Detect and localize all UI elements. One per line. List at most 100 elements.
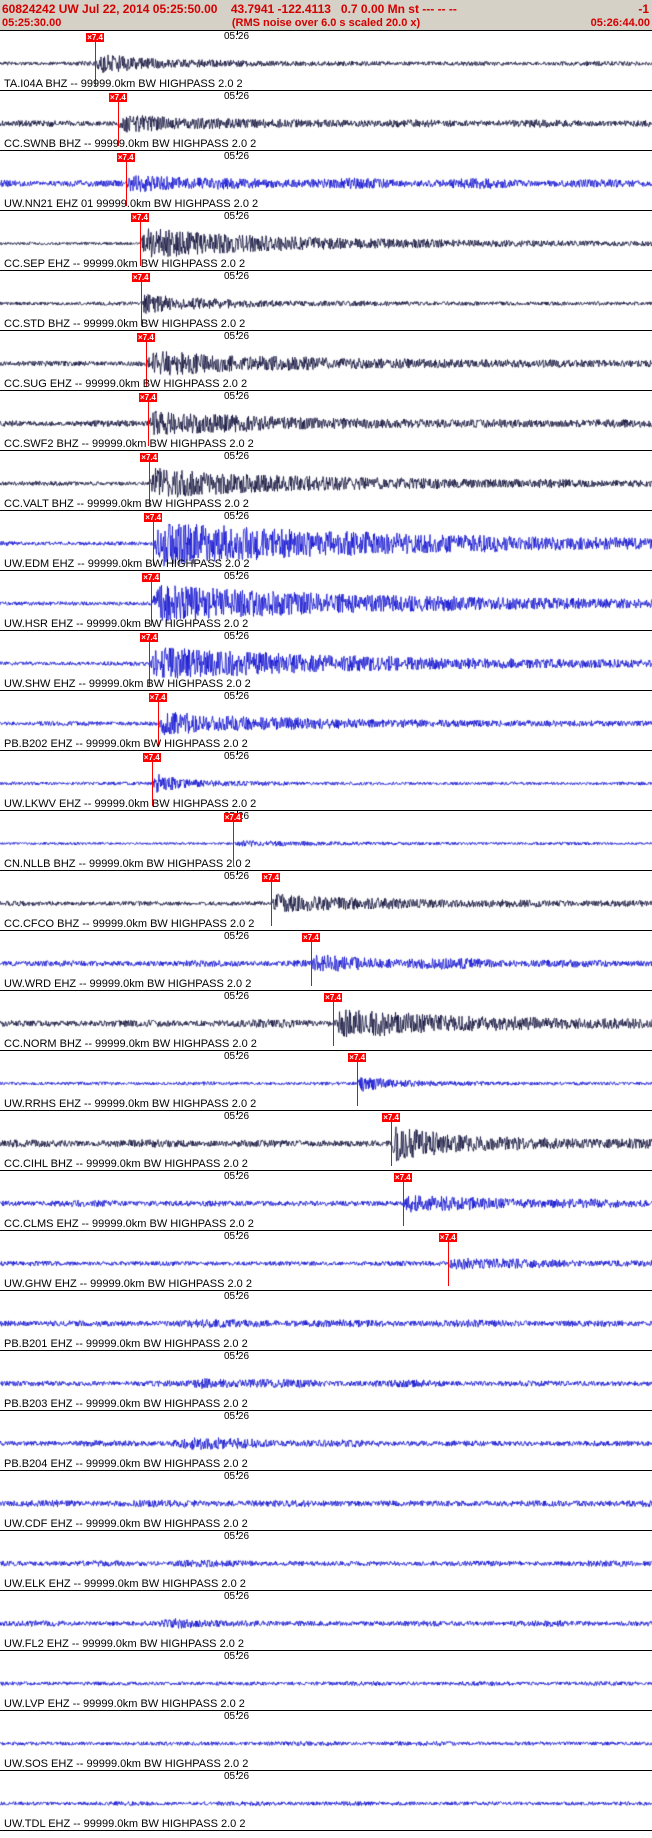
pick-line[interactable] bbox=[140, 222, 142, 266]
waveform-canvas[interactable] bbox=[0, 1351, 652, 1410]
pick-line[interactable] bbox=[95, 42, 97, 86]
pick-flag[interactable]: ×7.4 bbox=[139, 393, 157, 402]
pick-line[interactable] bbox=[447, 1242, 449, 1286]
waveform-canvas[interactable] bbox=[0, 1531, 652, 1590]
pick-flag[interactable]: ×7.4 bbox=[348, 1053, 367, 1062]
trace-row[interactable]: 05:26 UW.LVP EHZ -- 99999.0km BW HIGHPASS… bbox=[0, 1651, 652, 1711]
trace-row[interactable]: 05:26×7.4CN.NLLB BHZ -- 99999.0km BW HIG… bbox=[0, 811, 652, 871]
waveform-canvas[interactable] bbox=[0, 1291, 652, 1350]
waveform-canvas[interactable] bbox=[0, 451, 652, 510]
pick-flag[interactable]: ×7.4 bbox=[137, 333, 155, 342]
waveform-canvas[interactable] bbox=[0, 1651, 652, 1710]
waveform-canvas[interactable] bbox=[0, 1111, 652, 1170]
pick-line[interactable] bbox=[157, 702, 159, 746]
pick-line[interactable] bbox=[125, 162, 127, 206]
trace-row[interactable]: 05:26 PB.B204 EHZ -- 99999.0km BW HIGHPAS… bbox=[0, 1411, 652, 1471]
trace-row[interactable]: 05:26 ×7.4 UW.NN21 EHZ 01 99999.0km BW HIG… bbox=[0, 151, 652, 211]
waveform-canvas[interactable] bbox=[0, 1771, 652, 1830]
trace-row[interactable]: 05:26 PB.B203 EHZ -- 99999.0km BW HIGHPAS… bbox=[0, 1351, 652, 1411]
pick-line[interactable] bbox=[151, 762, 153, 806]
waveform-canvas[interactable] bbox=[0, 151, 652, 210]
pick-line[interactable] bbox=[402, 1182, 404, 1226]
pick-line[interactable] bbox=[311, 942, 312, 986]
waveform-canvas[interactable] bbox=[0, 931, 652, 990]
pick-line[interactable] bbox=[357, 1062, 359, 1106]
waveform-canvas[interactable] bbox=[0, 391, 652, 450]
waveform-canvas[interactable] bbox=[0, 1171, 652, 1230]
trace-row[interactable]: 05:26 ×7.4 CC.SWF2 BHZ -- 99999.0km BW HIG… bbox=[0, 391, 652, 451]
trace-row[interactable]: 05:26 UW.FL2 EHZ -- 99999.0km BW HIGHPASS… bbox=[0, 1591, 652, 1651]
pick-flag[interactable]: ×7.4 bbox=[142, 573, 161, 582]
pick-flag[interactable]: ×7.4 bbox=[86, 33, 104, 42]
trace-row[interactable]: 05:26 UW.CDF EHZ -- 99999.0km BW HIGHPASS… bbox=[0, 1471, 652, 1531]
trace-row[interactable]: 05:26 ×7.4 UW.GHW EHZ -- 99999.0km BW HIGH… bbox=[0, 1231, 652, 1291]
pick-line[interactable] bbox=[153, 522, 155, 566]
pick-flag[interactable]: ×7.4 bbox=[140, 453, 159, 462]
pick-flag[interactable]: ×7.4 bbox=[144, 513, 163, 522]
trace-row[interactable]: 05:26 ×7.4 UW.HSR EHZ -- 99999.0km BW HIGH… bbox=[0, 571, 652, 631]
trace-row[interactable]: 05:26 ×7.4 TA.I04A BHZ -- 99999.0km BW HIG… bbox=[0, 31, 652, 91]
waveform-canvas[interactable] bbox=[0, 91, 652, 150]
pick-line[interactable] bbox=[148, 402, 149, 446]
waveform-canvas[interactable] bbox=[0, 631, 652, 690]
trace-row[interactable]: 05:26 ×7.4 CC.SWNB BHZ -- 99999.0km BW HIG… bbox=[0, 91, 652, 151]
waveform-canvas[interactable] bbox=[0, 1591, 652, 1650]
trace-row[interactable]: 05:26 ×7.4 UW.EDM EHZ -- 99999.0km BW HIGH… bbox=[0, 511, 652, 571]
pick-flag[interactable]: ×7.4 bbox=[223, 813, 242, 822]
waveform-canvas[interactable] bbox=[0, 811, 652, 870]
trace-row[interactable]: 05:26 ×7.4 CC.CLMS EHZ -- 99999.0km BW HIG… bbox=[0, 1171, 652, 1231]
pick-flag[interactable]: ×7.4 bbox=[438, 1233, 457, 1242]
pick-flag[interactable]: ×7.4 bbox=[393, 1173, 412, 1182]
trace-row[interactable]: 05:26 ×7.4 UW.LKWV EHZ -- 99999.0km BW HIG… bbox=[0, 751, 652, 811]
pick-flag[interactable]: ×7.4 bbox=[262, 873, 281, 882]
waveform-canvas[interactable] bbox=[0, 31, 652, 90]
waveform-canvas[interactable] bbox=[0, 751, 652, 810]
pick-flag[interactable]: ×7.4 bbox=[382, 1113, 400, 1122]
pick-flag[interactable]: ×7.4 bbox=[131, 273, 150, 282]
trace-row[interactable]: 05:26 PB.B201 EHZ -- 99999.0km BW HIGHPAS… bbox=[0, 1291, 652, 1351]
trace-row[interactable]: 05:26 UW.SOS EHZ -- 99999.0km BW HIGHPASS… bbox=[0, 1711, 652, 1771]
pick-flag[interactable]: ×7.4 bbox=[148, 693, 167, 702]
pick-line[interactable] bbox=[140, 282, 142, 326]
waveform-canvas[interactable] bbox=[0, 1231, 652, 1290]
trace-row[interactable]: 05:26 ×7.4 UW.SHW EHZ -- 99999.0km BW HIGH… bbox=[0, 631, 652, 691]
pick-line[interactable] bbox=[232, 822, 234, 866]
waveform-canvas[interactable] bbox=[0, 571, 652, 630]
pick-line[interactable] bbox=[146, 342, 148, 386]
waveform-canvas[interactable] bbox=[0, 1711, 652, 1770]
pick-flag[interactable]: ×7.4 bbox=[142, 753, 161, 762]
trace-row[interactable]: 05:26 UW.ELK EHZ -- 99999.0km BW HIGHPASS… bbox=[0, 1531, 652, 1591]
waveform-canvas[interactable] bbox=[0, 1471, 652, 1530]
trace-row[interactable]: 05:26 ×7.4 CC.SUG EHZ -- 99999.0km BW HIGH… bbox=[0, 331, 652, 391]
trace-row[interactable]: 05:26 UW.TDL EHZ -- 99999.0km BW HIGHPASS… bbox=[0, 1771, 652, 1831]
waveform-canvas[interactable] bbox=[0, 1051, 652, 1110]
pick-line[interactable] bbox=[149, 462, 151, 506]
trace-row[interactable]: 05:26 ×7.4 PB.B202 EHZ -- 99999.0km BW HIG… bbox=[0, 691, 652, 751]
pick-line[interactable] bbox=[151, 582, 153, 626]
trace-row[interactable]: 05:26 ×7.4 CC.SEP EHZ -- 99999.0km BW HIGH… bbox=[0, 211, 652, 271]
trace-row[interactable]: 05:26 ×7.4 CC.CFCO BHZ -- 99999.0km BW HIG… bbox=[0, 871, 652, 931]
waveform-canvas[interactable] bbox=[0, 211, 652, 270]
trace-row[interactable]: 05:26 ×7.4 CC.CIHL BHZ -- 99999.0km BW HIG… bbox=[0, 1111, 652, 1171]
trace-row[interactable]: 05:26 ×7.4 UW.RRHS EHZ -- 99999.0km BW HIG… bbox=[0, 1051, 652, 1111]
trace-row[interactable]: 05:26 ×7.4 CC.STD BHZ -- 99999.0km BW HIGH… bbox=[0, 271, 652, 331]
waveform-canvas[interactable] bbox=[0, 331, 652, 390]
waveform-canvas[interactable] bbox=[0, 511, 652, 570]
pick-line[interactable] bbox=[118, 102, 119, 146]
pick-flag[interactable]: ×7.4 bbox=[140, 633, 159, 642]
pick-flag[interactable]: ×7.4 bbox=[131, 213, 149, 222]
pick-flag[interactable]: ×7.4 bbox=[324, 993, 342, 1002]
pick-line[interactable] bbox=[333, 1002, 335, 1046]
pick-flag[interactable]: ×7.4 bbox=[116, 153, 135, 162]
pick-flag[interactable]: ×7.4 bbox=[109, 93, 127, 102]
trace-row[interactable]: 05:26 ×7.4 CC.NORM BHZ -- 99999.0km BW HIG… bbox=[0, 991, 652, 1051]
pick-line[interactable] bbox=[391, 1122, 393, 1166]
trace-row[interactable]: 05:26 ×7.4 CC.VALT BHZ -- 99999.0km BW HIG… bbox=[0, 451, 652, 511]
waveform-canvas[interactable] bbox=[0, 1411, 652, 1470]
pick-flag[interactable]: ×7.4 bbox=[302, 933, 320, 942]
trace-row[interactable]: 05:26 ×7.4 UW.WRD EHZ -- 99999.0km BW HIGH… bbox=[0, 931, 652, 991]
pick-line[interactable] bbox=[271, 882, 273, 926]
pick-line[interactable] bbox=[149, 642, 151, 686]
waveform-canvas[interactable] bbox=[0, 271, 652, 330]
waveform-canvas[interactable] bbox=[0, 691, 652, 750]
